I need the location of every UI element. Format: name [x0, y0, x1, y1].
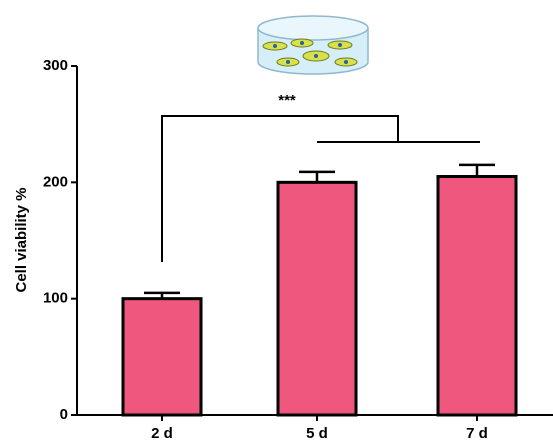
y-tick-label: 300 — [43, 57, 68, 74]
y-axis-label: Cell viability % — [13, 187, 30, 292]
petri-dish-icon — [257, 15, 369, 75]
x-tick-label: 7 d — [466, 425, 488, 442]
y-tick-label: 100 — [43, 290, 68, 307]
x-tick-label: 2 d — [151, 425, 173, 442]
bar — [121, 297, 203, 417]
bar — [436, 175, 518, 417]
significance-label: *** — [278, 92, 296, 109]
y-tick-label: 200 — [43, 173, 68, 190]
x-tick-label: 5 d — [306, 425, 328, 442]
bar — [276, 180, 358, 417]
y-tick-label: 0 — [60, 406, 68, 423]
significance-bracket — [161, 115, 480, 262]
